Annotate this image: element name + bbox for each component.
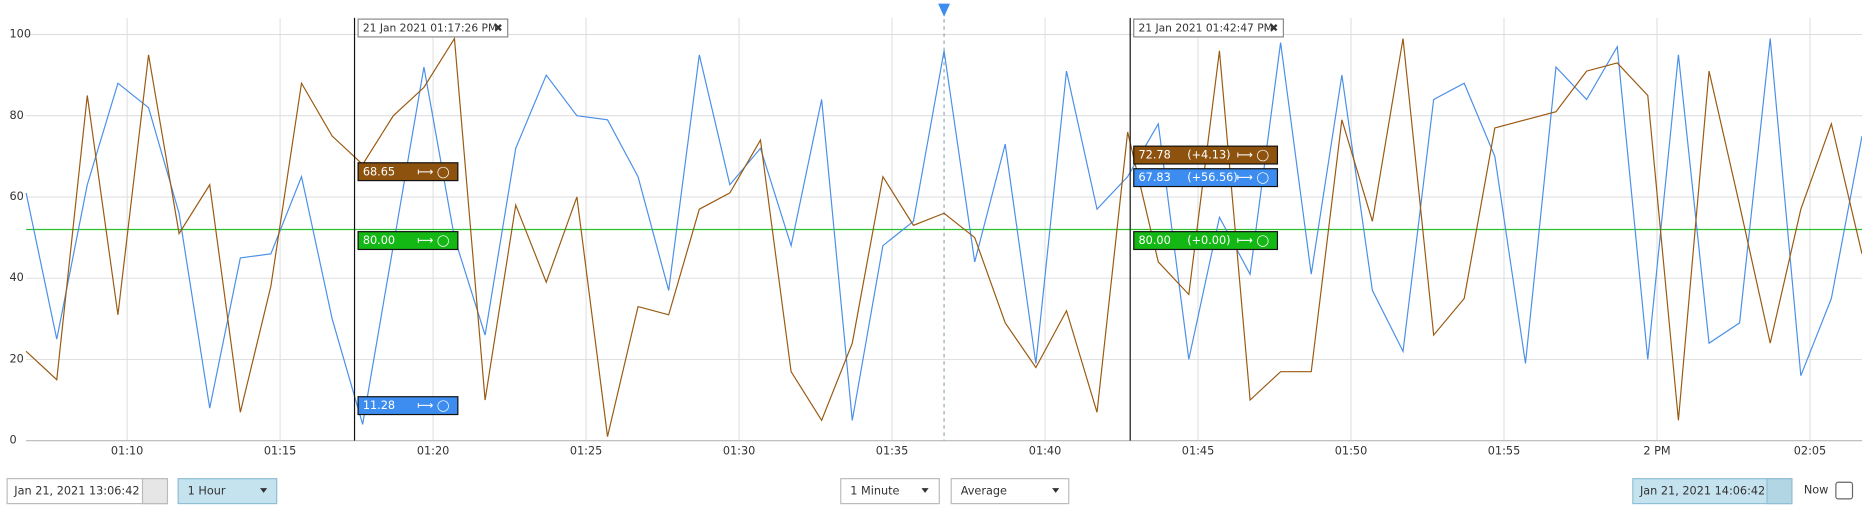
y-tick-label: 80	[10, 109, 24, 122]
series-line	[25, 36, 1862, 437]
readout-icons[interactable]: ⟼ ◯	[1237, 149, 1269, 162]
cursor-label-text: 21 Jan 2021 01:42:47 PM	[1139, 22, 1273, 35]
interval-dropdown[interactable]	[840, 478, 940, 505]
x-tick-label: 01:20	[417, 444, 449, 457]
y-tick-label: 40	[10, 271, 24, 284]
readout-value: 11.28	[363, 399, 395, 412]
y-tick-label: 0	[10, 434, 17, 447]
readout: 80.00 ⟼ ◯	[357, 231, 459, 251]
series-line	[25, 38, 1862, 425]
dropdown-arrow	[1052, 488, 1060, 493]
end-input[interactable]	[1632, 478, 1793, 505]
readout-delta: (+4.13)	[1187, 149, 1230, 162]
x-tick-label: 02:05	[1794, 444, 1826, 457]
readout-icons[interactable]: ⟼ ◯	[417, 234, 449, 247]
readout: 80.00 (+0.00) ⟼ ◯	[1133, 231, 1279, 251]
start-text: Jan 21, 2021 13:06:42	[13, 485, 139, 498]
cursor-label-text: 21 Jan 2021 01:17:26 PM	[363, 22, 497, 35]
dropdown-arrow	[260, 488, 268, 493]
start-input[interactable]	[6, 478, 169, 505]
end-text: Jan 21, 2021 14:06:42	[1639, 485, 1765, 498]
readout-box	[1133, 145, 1279, 165]
x-tick-label: 01:55	[1488, 444, 1520, 457]
readout-delta: (+0.00)	[1187, 234, 1230, 247]
x-tick-label: 01:45	[1182, 444, 1214, 457]
readout: 72.78 (+4.13) ⟼ ◯	[1133, 145, 1279, 165]
y-tick-label: 60	[10, 190, 24, 203]
readout-box	[1133, 231, 1279, 251]
controls: Jan 21, 2021 13:06:42 1 Hour 1 Minute Av…	[6, 478, 1854, 505]
aggregate-text: Average	[961, 485, 1007, 498]
aggregate-dropdown[interactable]	[950, 478, 1070, 505]
x-tick-label: 01:35	[876, 444, 908, 457]
end-calendar-button[interactable]	[1766, 478, 1793, 505]
readout-icons[interactable]: ⟼ ◯	[1237, 171, 1269, 184]
readout-icons[interactable]: ⟼ ◯	[417, 165, 449, 178]
readout-value: 67.83	[1139, 171, 1171, 184]
cursor-label-box	[357, 18, 509, 38]
readout-delta: (+56.56)	[1187, 171, 1237, 184]
readout-value: 68.65	[363, 165, 395, 178]
readout-value: 80.00	[363, 234, 395, 247]
readout-box	[1133, 168, 1279, 188]
cursor-close[interactable]: ✖	[494, 22, 503, 35]
center-handle	[938, 3, 950, 17]
start-calendar-button[interactable]	[141, 478, 169, 505]
readout-box	[357, 396, 459, 416]
x-tick-label: 01:15	[264, 444, 296, 457]
x-tick-label: 01:10	[111, 444, 143, 457]
cursor-label-box	[1133, 18, 1284, 38]
span-text: 1 Hour	[188, 485, 226, 498]
readout-box	[357, 162, 459, 182]
readout-value: 80.00	[1139, 234, 1171, 247]
y-tick-label: 100	[10, 28, 32, 41]
readout-icons[interactable]: ⟼ ◯	[1237, 234, 1269, 247]
cursor-close[interactable]: ✖	[1269, 22, 1278, 35]
readout: 68.65 ⟼ ◯	[357, 162, 459, 182]
x-tick-label: 01:50	[1335, 444, 1367, 457]
readout-box	[357, 231, 459, 251]
x-tick-label: 01:25	[570, 444, 602, 457]
cursor-label: 21 Jan 2021 01:17:26 PM✖	[357, 18, 509, 38]
now-checkbox[interactable]	[1835, 481, 1854, 500]
readout: 67.83 (+56.56) ⟼ ◯	[1133, 168, 1279, 188]
x-tick-label: 01:30	[723, 444, 755, 457]
x-tick-label: 2 PM	[1643, 444, 1670, 457]
now-label: Now	[1804, 484, 1829, 497]
y-tick-label: 20	[10, 352, 24, 365]
cursor-label: 21 Jan 2021 01:42:47 PM✖	[1133, 18, 1284, 38]
readout-value: 72.78	[1139, 149, 1171, 162]
x-tick-label: 01:40	[1029, 444, 1061, 457]
readout: 11.28 ⟼ ◯	[357, 396, 459, 416]
readout-icons[interactable]: ⟼ ◯	[417, 399, 449, 412]
span-dropdown[interactable]	[177, 478, 278, 505]
interval-text: 1 Minute	[850, 485, 899, 498]
dropdown-arrow	[921, 488, 929, 493]
